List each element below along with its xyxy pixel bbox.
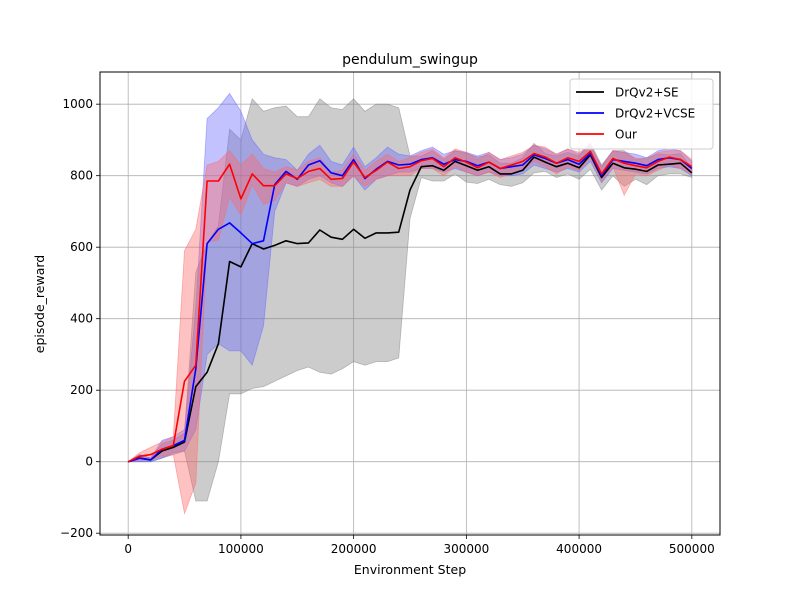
legend: DrQv2+SE DrQv2+VCSE Our — [569, 78, 714, 150]
y-axis-label: episode_reward — [32, 255, 47, 353]
y-axis-ticks: −200 0 200 400 600 800 1000 — [60, 97, 100, 540]
x-tick-label: 100000 — [218, 542, 264, 556]
x-tick-label: 300000 — [443, 542, 489, 556]
x-tick-label: 400000 — [556, 542, 602, 556]
chart-title: pendulum_swingup — [342, 52, 478, 68]
line-series-2 — [127, 150, 693, 463]
x-axis-ticks: 0 100000 200000 300000 400000 500000 — [124, 535, 715, 556]
x-axis-label: Environment Step — [354, 562, 466, 577]
x-tick-label: 500000 — [669, 542, 715, 556]
x-tick-label: 0 — [124, 542, 132, 556]
y-tick-label: 0 — [85, 455, 93, 469]
grid-lines — [100, 72, 720, 535]
y-tick-label: 200 — [70, 383, 93, 397]
y-tick-label: 600 — [70, 240, 93, 254]
legend-label: DrQv2+VCSE — [615, 107, 695, 121]
x-tick-label: 200000 — [331, 542, 377, 556]
series-lines — [127, 150, 693, 463]
y-tick-label: 400 — [70, 312, 93, 326]
band-series-2 — [126, 144, 693, 515]
legend-box — [569, 78, 714, 150]
y-tick-label: 800 — [70, 169, 93, 183]
line-series-1 — [127, 152, 693, 463]
legend-label: DrQv2+SE — [615, 86, 679, 100]
legend-label: Our — [615, 128, 637, 142]
y-tick-label: 1000 — [62, 97, 93, 111]
y-tick-label: −200 — [60, 526, 93, 540]
plot-frame — [99, 71, 721, 536]
